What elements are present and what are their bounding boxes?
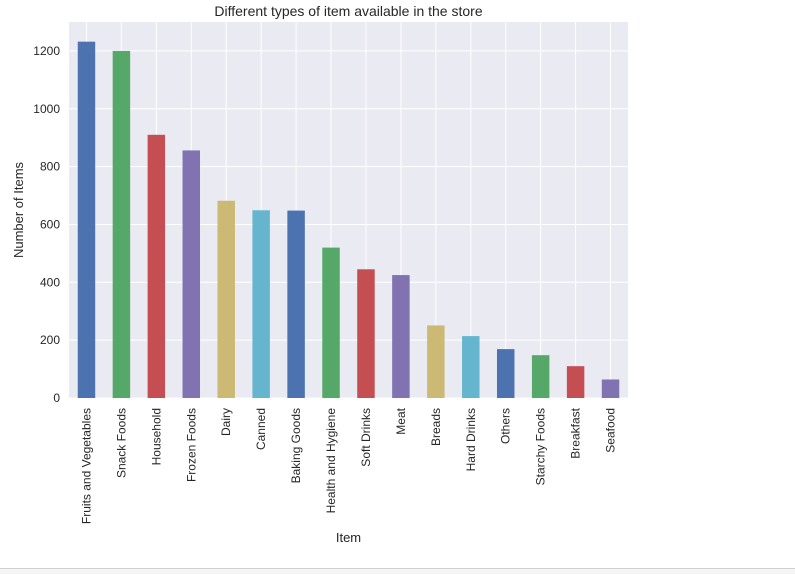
x-tick-label: Canned xyxy=(254,408,268,450)
bar xyxy=(601,379,620,398)
bottom-panel-edge xyxy=(0,568,795,574)
bar xyxy=(252,210,270,398)
x-tick-label: Breakfast xyxy=(569,407,583,458)
y-tick-label: 400 xyxy=(40,275,60,289)
y-axis-label: Number of Items xyxy=(11,161,26,258)
x-tick-label: Frozen Foods xyxy=(184,408,198,482)
bar xyxy=(322,247,340,398)
x-axis-ticks: Fruits and Vegetables Snack Foods Househol… xyxy=(79,407,617,524)
bar xyxy=(147,134,166,399)
x-tick-label: Seafood xyxy=(604,408,618,453)
bars xyxy=(77,41,620,399)
bar xyxy=(287,210,305,398)
bar xyxy=(496,349,515,398)
bar xyxy=(427,325,445,398)
y-tick-label: 1200 xyxy=(33,44,60,58)
x-tick-label: Starchy Foods xyxy=(534,408,548,485)
x-tick-label: Snack Foods xyxy=(114,408,128,478)
y-tick-label: 1000 xyxy=(33,102,60,116)
x-tick-label: Hard Drinks xyxy=(464,408,478,471)
bar xyxy=(182,150,201,398)
bar xyxy=(531,355,550,398)
y-tick-label: 0 xyxy=(53,391,60,405)
x-tick-label: Dairy xyxy=(219,408,233,436)
bar xyxy=(112,50,131,399)
x-tick-label: Soft Drinks xyxy=(359,408,373,467)
x-axis-label: Item xyxy=(336,530,361,545)
x-tick-label: Breads xyxy=(429,408,443,446)
x-tick-label: Household xyxy=(149,408,163,465)
x-tick-label: Meat xyxy=(394,407,408,434)
bar xyxy=(217,200,235,398)
y-tick-label: 200 xyxy=(40,333,60,347)
y-tick-label: 800 xyxy=(40,160,60,174)
chart-title: Different types of item available in the… xyxy=(214,3,482,19)
bar xyxy=(566,366,585,398)
x-tick-label: Health and Hygiene xyxy=(324,408,338,514)
bar xyxy=(357,269,375,398)
bar xyxy=(392,275,410,398)
y-tick-label: 600 xyxy=(40,217,60,231)
x-tick-label: Fruits and Vegetables xyxy=(79,408,93,524)
y-axis-ticks: 0 200 400 600 800 1000 1200 xyxy=(33,44,60,405)
x-tick-label: Others xyxy=(499,408,513,444)
bar xyxy=(462,336,480,398)
x-tick-label: Baking Goods xyxy=(289,408,303,483)
bar xyxy=(77,41,96,398)
